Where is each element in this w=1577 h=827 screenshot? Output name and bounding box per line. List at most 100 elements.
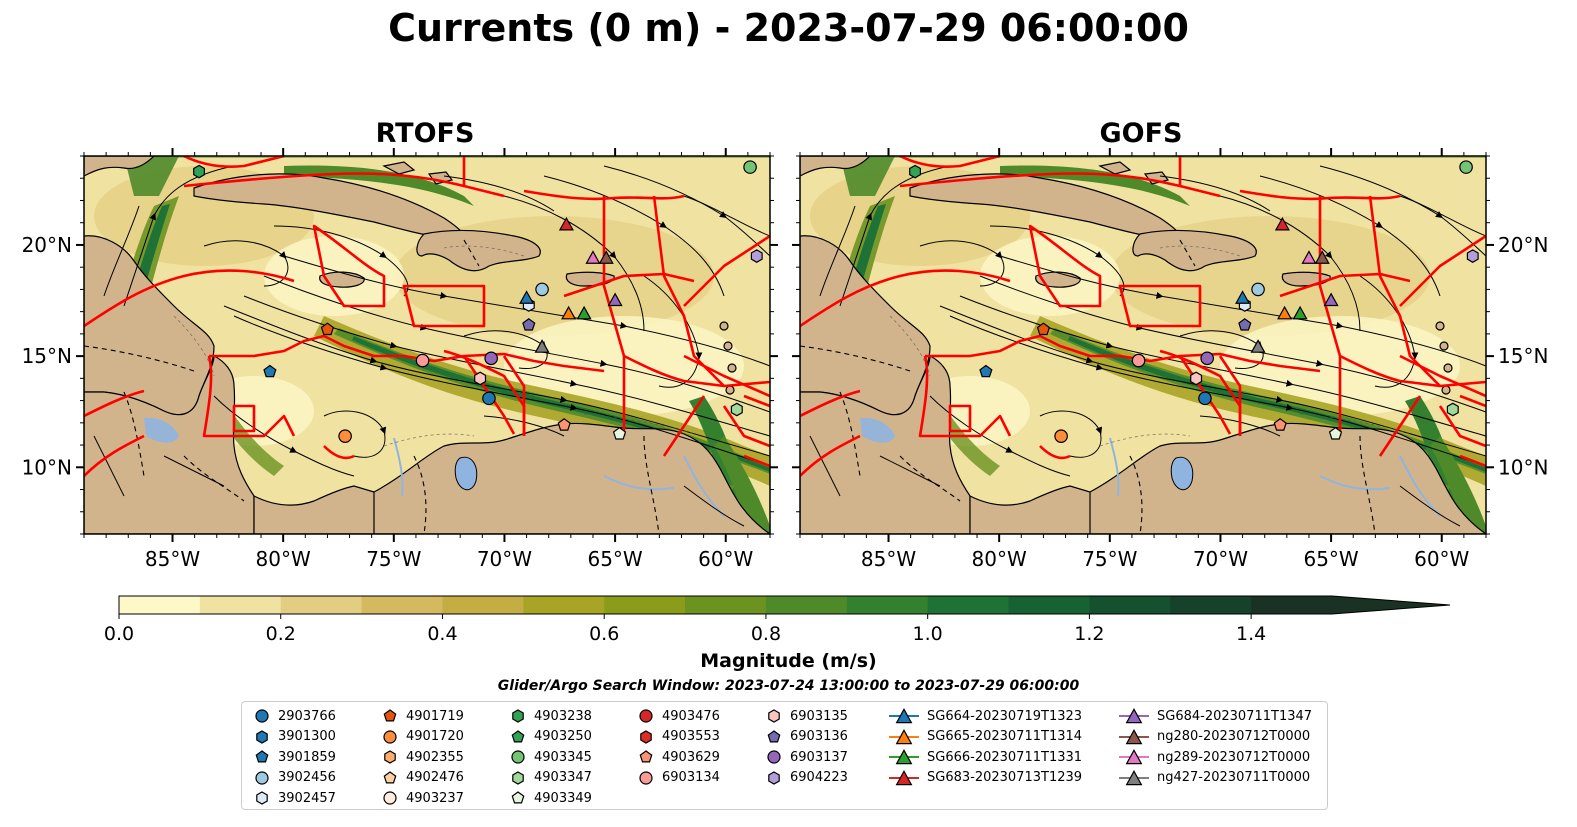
legend-circle-icon xyxy=(255,771,269,785)
legend-item: 3902456 xyxy=(252,768,336,789)
legend-circle-icon xyxy=(383,730,397,744)
legend-marker-hexagon-icon xyxy=(512,771,524,785)
legend-item: ng427-20230711T0000 xyxy=(1117,768,1312,789)
legend-marker-circle-icon xyxy=(511,750,525,764)
legend-label: 4903349 xyxy=(534,790,592,806)
legend-marker-circle-icon xyxy=(255,771,269,785)
legend-item: 4903349 xyxy=(508,788,592,809)
legend-circle-icon xyxy=(255,709,269,723)
legend-item: 4903476 xyxy=(636,706,720,727)
legend-hexagon-icon xyxy=(768,709,780,723)
legend-marker-pentagon-icon xyxy=(255,750,269,763)
legend-label: 4903238 xyxy=(534,708,592,724)
colorbar-tick-label: 0.2 xyxy=(266,623,296,645)
legend-item: 4903238 xyxy=(508,706,592,727)
legend-label: 4903553 xyxy=(662,729,720,745)
colorbar-segment xyxy=(1251,596,1333,614)
legend-marker-pentagon-icon xyxy=(511,730,525,743)
legend-item: 4903347 xyxy=(508,768,592,789)
legend-pentagon-icon xyxy=(383,771,397,784)
legend-marker-triangle-icon xyxy=(1119,728,1149,744)
legend-marker-triangle-icon xyxy=(889,769,919,785)
legend-item: 6903135 xyxy=(764,706,848,727)
legend-label: SG683-20230713T1239 xyxy=(927,770,1083,786)
legend-item: 4902355 xyxy=(380,747,464,768)
legend-hexagon-icon xyxy=(512,709,524,723)
legend-item: 4903553 xyxy=(636,727,720,748)
observation-marker-3901300 xyxy=(193,164,205,179)
legend-triangle-icon xyxy=(1125,769,1143,785)
legend-hexagon-icon xyxy=(640,730,652,744)
legend-label: ng289-20230712T0000 xyxy=(1157,749,1311,765)
lon-tick-label: 85°W xyxy=(861,547,916,571)
legend-item: 4901720 xyxy=(380,727,464,748)
legend-triangle-icon xyxy=(1125,728,1143,744)
observation-marker-3901300 xyxy=(909,164,922,179)
observation-markers-gofs xyxy=(909,160,1479,443)
legend-column: 2903766 3901300 3901859 3902456 3902457 xyxy=(252,706,336,809)
legend-pentagon-icon xyxy=(255,750,269,763)
observation-marker-SG664-20230719T1323 xyxy=(519,290,535,304)
legend-marker-triangle-icon xyxy=(889,708,919,724)
colorbar: 0.0 0.2 0.4 0.6 0.8 1.0 1.2 1.4 xyxy=(104,595,1451,645)
legend-marker-triangle-icon xyxy=(889,749,919,765)
legend-hexagon-icon xyxy=(384,750,396,764)
legend-marker-circle-icon xyxy=(255,709,269,723)
colorbar-segment xyxy=(604,596,686,614)
legend-marker-hexagon-icon xyxy=(256,730,268,744)
legend-label: 3901859 xyxy=(278,749,336,765)
observation-marker-6903137 xyxy=(1200,351,1214,366)
colorbar-extend-arrow xyxy=(1332,596,1450,614)
legend-marker-pentagon-icon xyxy=(511,791,525,804)
map-ticks-gofs: 85°W 80°W 75°W 70°W 65°W 60°W 20°N 15°N 10°N xyxy=(792,148,1548,571)
legend-circle-icon xyxy=(511,750,525,764)
legend-pentagon-icon xyxy=(767,730,781,743)
legend-item: SG684-20230711T1347 xyxy=(1117,706,1312,727)
observation-marker-6903137 xyxy=(484,351,498,366)
legend-item: 3901859 xyxy=(252,747,336,768)
legend-label: 4903629 xyxy=(662,749,720,765)
legend-item: 4903345 xyxy=(508,747,592,768)
legend-label: SG665-20230711T1314 xyxy=(927,729,1083,745)
observation-marker-6903135 xyxy=(1190,371,1203,386)
observation-marker-ng280-20230712T0000 xyxy=(598,250,614,264)
legend-marker-triangle-icon xyxy=(889,728,919,744)
legend-marker-hexagon-icon xyxy=(256,791,268,805)
colorbar-segment xyxy=(442,596,524,614)
legend-label: 3901300 xyxy=(278,729,336,745)
observation-marker-SG665-20230711T1314 xyxy=(561,305,577,320)
legend-circle-icon xyxy=(639,709,653,723)
lat-tick-label: 15°N xyxy=(22,344,72,368)
legend-label: 4903347 xyxy=(534,770,592,786)
observation-markers-rtofs xyxy=(193,160,763,443)
legend-marker-pentagon-icon xyxy=(639,750,653,763)
observation-marker-6904223 xyxy=(1466,249,1479,263)
legend: 2903766 3901300 3901859 3902456 3902457 49017… xyxy=(241,701,1328,810)
observation-marker-3902456 xyxy=(535,282,549,297)
legend-column: 6903135 6903136 6903137 6904223 xyxy=(764,706,848,788)
legend-column: SG684-20230711T1347 ng280-20230712T0000 ng… xyxy=(1117,706,1312,788)
colorbar-segment xyxy=(927,596,1010,614)
legend-triangle-icon xyxy=(895,708,913,724)
observation-marker-SG665-20230711T1314 xyxy=(1277,305,1293,320)
observation-marker-4903629 xyxy=(557,418,571,431)
figure-title: Currents (0 m) - 2023-07-29 06:00:00 xyxy=(388,6,1189,50)
legend-circle-icon xyxy=(383,791,397,805)
observation-marker-SG684-20230711T1347 xyxy=(1323,292,1339,307)
legend-label: 4903345 xyxy=(534,749,592,765)
legend-circle-icon xyxy=(767,750,781,764)
legend-label: 4902476 xyxy=(406,770,464,786)
observation-marker-6903134 xyxy=(1131,353,1146,368)
lat-tick-label: 20°N xyxy=(1498,233,1548,257)
legend-marker-hexagon-icon xyxy=(768,709,780,723)
legend-item: 4903250 xyxy=(508,727,592,748)
observation-marker-SG666-20230711T1331 xyxy=(576,305,592,320)
observation-marker-ng427-20230711T0000 xyxy=(1250,339,1266,353)
legend-label: ng280-20230712T0000 xyxy=(1157,729,1311,745)
observation-marker-SG683-20230713T1239 xyxy=(1274,216,1290,231)
lat-tick-label: 15°N xyxy=(1498,344,1548,368)
lon-tick-label: 65°W xyxy=(1303,547,1358,571)
legend-item: ng280-20230712T0000 xyxy=(1117,727,1312,748)
observation-marker-4903629 xyxy=(1273,418,1287,431)
legend-marker-pentagon-icon xyxy=(767,730,781,743)
